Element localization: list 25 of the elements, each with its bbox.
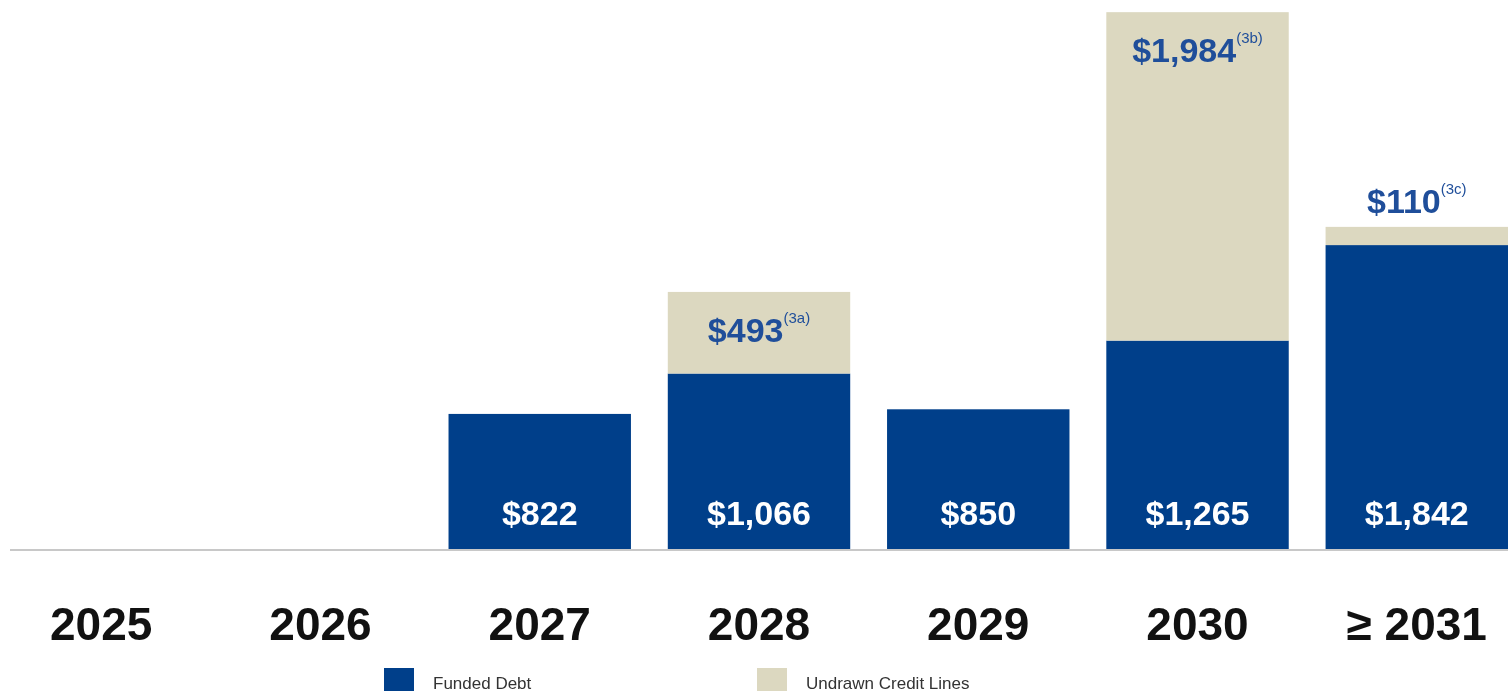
data-label: $850 bbox=[940, 494, 1017, 532]
bar bbox=[1325, 245, 1508, 550]
data-label: $110$^{(3c)}$ bbox=[1366, 179, 1467, 220]
x-tick-label: ≥ 2031 bbox=[1346, 598, 1487, 650]
data-label: $1,842 bbox=[1364, 494, 1469, 532]
x-tick-label: 2026 bbox=[269, 598, 372, 650]
bar bbox=[1325, 226, 1508, 246]
data-label: $1,984$^{(3b)}$ bbox=[1132, 28, 1263, 70]
bar bbox=[887, 409, 1070, 550]
x-tick-label: 2025 bbox=[50, 598, 153, 650]
data-label: $1,066 bbox=[707, 494, 811, 532]
legend-label: Undrawn Credit Lines bbox=[806, 674, 970, 691]
bar bbox=[667, 373, 851, 550]
data-label: $1,265 bbox=[1145, 494, 1250, 532]
x-tick-label: 2028 bbox=[707, 598, 811, 650]
bar bbox=[1106, 340, 1289, 550]
bar bbox=[667, 291, 851, 374]
data-label: $822 bbox=[501, 494, 578, 532]
legend-label: Funded Debt bbox=[433, 674, 532, 691]
x-tick-label: 2027 bbox=[488, 598, 591, 650]
x-tick-label: 2029 bbox=[927, 598, 1030, 650]
x-tick-label: 2030 bbox=[1146, 598, 1249, 650]
bar bbox=[448, 413, 631, 550]
data-label: $493$^{(3a)}$ bbox=[707, 308, 811, 349]
bar bbox=[1106, 12, 1289, 341]
